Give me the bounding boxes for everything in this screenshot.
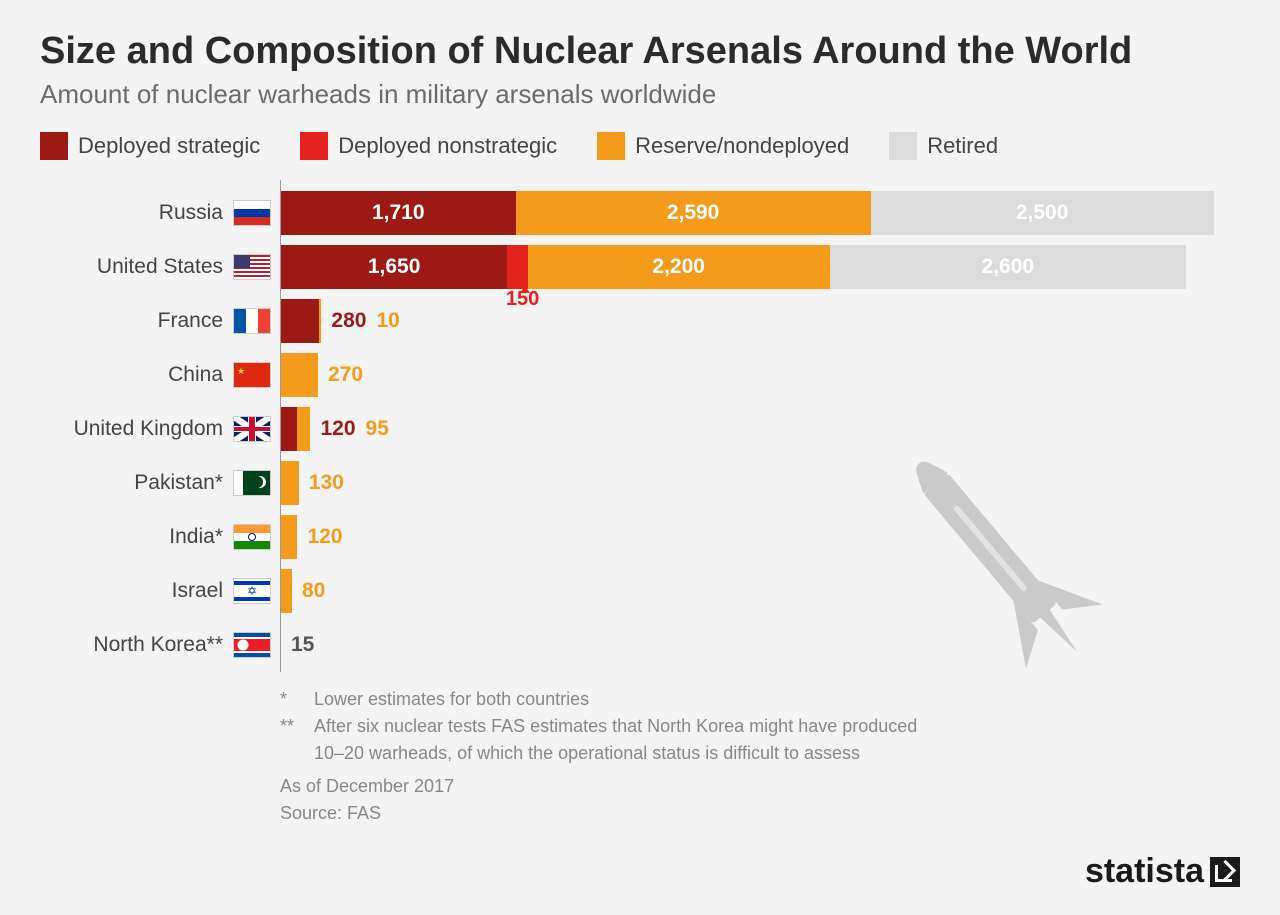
bar-segment bbox=[281, 353, 318, 397]
bar-value: 280 bbox=[331, 309, 366, 333]
flag-icon bbox=[233, 632, 271, 658]
bar-value: 270 bbox=[328, 363, 363, 387]
bar-segment bbox=[281, 515, 297, 559]
legend: Deployed strategic Deployed nonstrategic R… bbox=[40, 132, 1240, 160]
flag-icon: ✡ bbox=[233, 578, 271, 604]
bar-segment bbox=[297, 407, 310, 451]
flag-icon bbox=[233, 416, 271, 442]
legend-item: Deployed strategic bbox=[40, 132, 260, 160]
footnote-1: Lower estimates for both countries bbox=[314, 686, 589, 713]
flag-icon bbox=[233, 470, 271, 496]
flag-icon bbox=[233, 254, 271, 280]
missile-icon bbox=[840, 400, 1160, 720]
bar-row: Russia1,7102,5902,500 bbox=[281, 186, 1240, 240]
bar-segment: 2,200 bbox=[528, 245, 830, 289]
flag-icon bbox=[233, 308, 271, 334]
country-label: India* bbox=[169, 525, 223, 549]
country-label: Russia bbox=[159, 201, 223, 225]
bar-segment: 2,500 bbox=[871, 191, 1214, 235]
country-label: Pakistan* bbox=[134, 471, 223, 495]
legend-item: Reserve/nondeployed bbox=[597, 132, 849, 160]
bar-segment bbox=[281, 299, 319, 343]
legend-swatch bbox=[300, 132, 328, 160]
statista-mark-icon bbox=[1210, 857, 1240, 887]
bar-segment: 2,600 bbox=[830, 245, 1187, 289]
bar-value: 10 bbox=[376, 309, 399, 333]
bar-segment bbox=[281, 407, 297, 451]
country-label: North Korea** bbox=[93, 633, 223, 657]
bar-value: 95 bbox=[366, 417, 389, 441]
callout-tick bbox=[520, 286, 530, 293]
footnote-asof: As of December 2017 bbox=[280, 773, 1240, 800]
country-label: Israel bbox=[172, 579, 223, 603]
flag-icon: ★ bbox=[233, 362, 271, 388]
legend-item: Deployed nonstrategic bbox=[300, 132, 557, 160]
bar-row: China★270 bbox=[281, 348, 1240, 402]
country-label: United Kingdom bbox=[74, 417, 223, 441]
bar-segment: 1,710 bbox=[281, 191, 516, 235]
legend-swatch bbox=[597, 132, 625, 160]
legend-label: Deployed strategic bbox=[78, 133, 260, 159]
bar-value: 120 bbox=[320, 417, 355, 441]
bar-segment: 2,590 bbox=[516, 191, 871, 235]
bar-segment bbox=[507, 245, 528, 289]
footnote-source: Source: FAS bbox=[280, 800, 1240, 827]
bar-row: United States1,6502,2002,600 bbox=[281, 240, 1240, 294]
legend-label: Retired bbox=[927, 133, 998, 159]
footnote-2b: 10–20 warheads, of which the operational… bbox=[314, 740, 860, 767]
country-label: France bbox=[158, 309, 223, 333]
chart-title: Size and Composition of Nuclear Arsenals… bbox=[40, 30, 1240, 73]
bar-value: 15 bbox=[291, 633, 314, 657]
bar-segment bbox=[281, 461, 299, 505]
bar-segment bbox=[319, 299, 321, 343]
flag-icon bbox=[233, 524, 271, 550]
legend-swatch bbox=[889, 132, 917, 160]
legend-item: Retired bbox=[889, 132, 998, 160]
country-label: China bbox=[168, 363, 223, 387]
flag-icon bbox=[233, 200, 271, 226]
bar-segment: 1,650 bbox=[281, 245, 507, 289]
legend-swatch bbox=[40, 132, 68, 160]
footnote-2a: After six nuclear tests FAS estimates th… bbox=[314, 713, 917, 740]
bar-segment bbox=[281, 569, 292, 613]
country-label: United States bbox=[97, 255, 223, 279]
bar-value: 80 bbox=[302, 579, 325, 603]
bar-row: France28010 bbox=[281, 294, 1240, 348]
bar-value: 130 bbox=[309, 471, 344, 495]
statista-logo: statista bbox=[1085, 852, 1240, 891]
legend-label: Deployed nonstrategic bbox=[338, 133, 557, 159]
chart-subtitle: Amount of nuclear warheads in military a… bbox=[40, 79, 1240, 110]
legend-label: Reserve/nondeployed bbox=[635, 133, 849, 159]
bar-value: 120 bbox=[307, 525, 342, 549]
